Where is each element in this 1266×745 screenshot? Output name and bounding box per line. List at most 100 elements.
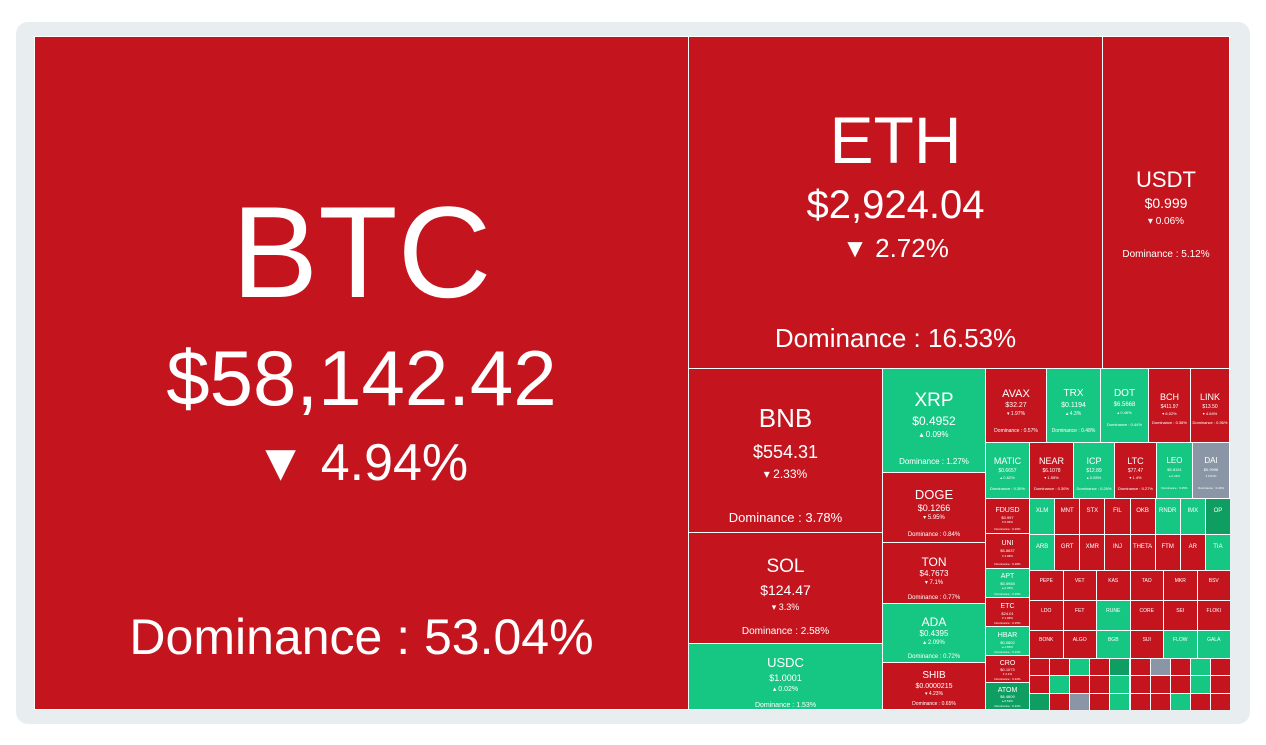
tile-ltc[interactable]: LTC $77.47 ▾ 1.4% Dominance : 0.27% [1114, 442, 1157, 499]
tile-atom[interactable]: ATOM $6.4609 ▴ 0.53% Dominance : 0.11% [985, 682, 1030, 710]
tile-bch[interactable]: BCH $411.97 ▾ 6.02% Dominance : 0.38% [1148, 368, 1191, 443]
small-tile-core[interactable]: CORE [1129, 600, 1164, 631]
mini-tile[interactable] [1069, 675, 1091, 694]
mini-tile[interactable] [1189, 692, 1211, 710]
small-tile-okb[interactable]: OKB [1129, 498, 1156, 535]
small-tile-kas[interactable]: KAS [1096, 570, 1131, 601]
mini-tile[interactable] [1049, 675, 1071, 694]
tile-eth[interactable]: ETH $2,924.04 ▼ 2.72% Dominance : 16.53% [688, 36, 1103, 369]
mini-tile[interactable] [1089, 692, 1111, 710]
tile-icp[interactable]: ICP $12.89 ▴ 0.65% Dominance : 0.26% [1073, 442, 1115, 499]
mini-tile[interactable] [1069, 692, 1091, 710]
mini-tile[interactable] [1029, 692, 1051, 710]
tile-btc[interactable]: BTC $58,142.42 ▼ 4.94% Dominance : 53.04… [34, 36, 689, 710]
mini-tile[interactable] [1189, 658, 1211, 677]
tile-trx[interactable]: TRX $0.1194 ▴ 4.3% Dominance : 0.48% [1046, 368, 1101, 443]
small-tile-grt[interactable]: GRT [1054, 534, 1081, 571]
small-tile-xmr[interactable]: XMR [1079, 534, 1106, 571]
small-tile-floki[interactable]: FLOKI [1196, 600, 1230, 631]
small-tile-mnt[interactable]: MNT [1054, 498, 1081, 535]
small-tile-stx[interactable]: STX [1079, 498, 1106, 535]
tile-near[interactable]: NEAR $6.1078 ▾ 1.55% Dominance : 0.30% [1029, 442, 1074, 499]
tile-fdusd[interactable]: FDUSD $0.997 ▾ 0.06% Dominance : 0.16% [985, 498, 1030, 534]
tile-dot[interactable]: DOT $6.5668 ▴ 0.46% Dominance : 0.44% [1100, 368, 1149, 443]
small-tile-algo[interactable]: ALGO [1062, 630, 1097, 659]
mini-tile[interactable] [1209, 692, 1230, 710]
small-tile-gala[interactable]: GALA [1196, 630, 1230, 659]
mini-tile[interactable] [1209, 675, 1230, 694]
mini-tile[interactable] [1029, 675, 1051, 694]
tile-dominance: Dominance : 0.57% [994, 428, 1038, 434]
mini-tile[interactable] [1129, 692, 1151, 710]
small-tile-sei[interactable]: SEI [1163, 600, 1198, 631]
tile-symbol: LDO [1041, 608, 1052, 614]
mini-tile[interactable] [1089, 675, 1111, 694]
mini-tile[interactable] [1129, 658, 1151, 677]
tile-link[interactable]: LINK $13.50 ▾ 4.64% Dominance : 0.36% [1190, 368, 1230, 443]
tile-usdt[interactable]: USDT $0.999 ▾ 0.06% Dominance : 5.12% [1102, 36, 1230, 369]
mini-tile[interactable] [1049, 658, 1071, 677]
tile-uni[interactable]: UNI $6.8637 ▾ 4.08% Dominance : 0.18% [985, 533, 1030, 569]
mini-tile[interactable] [1069, 658, 1091, 677]
mini-tile[interactable] [1149, 658, 1171, 677]
tile-shib[interactable]: SHIB $0.0000215 ▾ 4.23% Dominance : 0.65… [882, 662, 986, 710]
small-tile-tao[interactable]: TAO [1129, 570, 1164, 601]
small-tile-bsv[interactable]: BSV [1196, 570, 1230, 601]
mini-tile[interactable] [1129, 675, 1151, 694]
tile-bnb[interactable]: BNB $554.31 ▾ 2.33% Dominance : 3.78% [688, 368, 883, 533]
small-tile-imx[interactable]: IMX [1179, 498, 1206, 535]
mini-tile[interactable] [1149, 692, 1171, 710]
tile-change: ▴ 4.3% [1065, 411, 1082, 417]
small-tile-ar[interactable]: AR [1179, 534, 1206, 571]
tile-hbar[interactable]: HBAR $0.0802 ▴ 1.65% Dominance : 0.13% [985, 626, 1030, 656]
small-tile-tia[interactable]: TIA [1204, 534, 1230, 571]
mini-tile[interactable] [1149, 675, 1171, 694]
small-tile-arb[interactable]: ARB [1029, 534, 1056, 571]
small-tile-rndr[interactable]: RNDR [1154, 498, 1181, 535]
mini-tile[interactable] [1049, 692, 1071, 710]
mini-tile[interactable] [1169, 658, 1191, 677]
tile-apt[interactable]: APT $5.5958 ▴ 0.45% Dominance : 0.15% [985, 568, 1030, 598]
tile-symbol: BONK [1039, 637, 1054, 643]
small-tile-mkr[interactable]: MKR [1163, 570, 1198, 601]
small-tile-bonk[interactable]: BONK [1029, 630, 1064, 659]
mini-tile[interactable] [1089, 658, 1111, 677]
mini-tile[interactable] [1169, 675, 1191, 694]
tile-sol[interactable]: SOL $124.47 ▾ 3.3% Dominance : 2.58% [688, 532, 883, 644]
tile-dai[interactable]: DAI $0.9998 ▾ 0.01% Dominance : 0.24% [1192, 442, 1230, 499]
small-tile-ldo[interactable]: LDO [1029, 600, 1064, 631]
small-tile-fet[interactable]: FET [1062, 600, 1097, 631]
mini-tile[interactable] [1029, 658, 1051, 677]
small-tile-sui[interactable]: SUI [1129, 630, 1164, 659]
tile-cro[interactable]: CRO $0.1073 ▾ 4.1% Dominance : 0.12% [985, 655, 1030, 683]
small-tile-op[interactable]: OP [1204, 498, 1230, 535]
small-tile-vet[interactable]: VET [1062, 570, 1097, 601]
tile-dominance: Dominance : 0.15% [994, 592, 1021, 596]
small-tile-flow[interactable]: FLOW [1163, 630, 1198, 659]
tile-change: ▾ 1.06% [1002, 616, 1013, 620]
small-tile-ftm[interactable]: FTM [1154, 534, 1181, 571]
mini-tile[interactable] [1209, 658, 1230, 677]
small-tile-inj[interactable]: INJ [1104, 534, 1131, 571]
small-tile-pepe[interactable]: PEPE [1029, 570, 1064, 601]
small-tile-theta[interactable]: THETA [1129, 534, 1156, 571]
mini-tile[interactable] [1109, 692, 1131, 710]
mini-tile[interactable] [1109, 675, 1131, 694]
tile-leo[interactable]: LEO $5.8151 ▴ 0.44% Dominance : 0.25% [1156, 442, 1193, 499]
small-tile-bgb[interactable]: BGB [1096, 630, 1131, 659]
mini-tile[interactable] [1109, 658, 1131, 677]
tile-etc[interactable]: ETC $24.01 ▾ 1.06% Dominance : 0.15% [985, 597, 1030, 627]
tile-matic[interactable]: MATIC $0.6657 ▴ 0.62% Dominance : 0.30% [985, 442, 1030, 499]
mini-tile[interactable] [1189, 675, 1211, 694]
tile-ada[interactable]: ADA $0.4395 ▴ 2.09% Dominance : 0.72% [882, 603, 986, 663]
mini-tile[interactable] [1169, 692, 1191, 710]
small-tile-xlm[interactable]: XLM [1029, 498, 1056, 535]
tile-doge[interactable]: DOGE $0.1266 ▾ 5.95% Dominance : 0.84% [882, 472, 986, 543]
tile-ton[interactable]: TON $4.7673 ▾ 7.1% Dominance : 0.77% [882, 542, 986, 604]
tile-usdc[interactable]: USDC $1.0001 ▴ 0.02% Dominance : 1.53% [688, 643, 883, 710]
small-tile-rune[interactable]: RUNE [1096, 600, 1131, 631]
tile-symbol: ICP [1086, 456, 1102, 466]
tile-xrp[interactable]: XRP $0.4952 ▴ 0.09% Dominance : 1.27% [882, 368, 986, 473]
small-tile-fil[interactable]: FIL [1104, 498, 1131, 535]
tile-avax[interactable]: AVAX $32.27 ▾ 1.97% Dominance : 0.57% [985, 368, 1047, 443]
